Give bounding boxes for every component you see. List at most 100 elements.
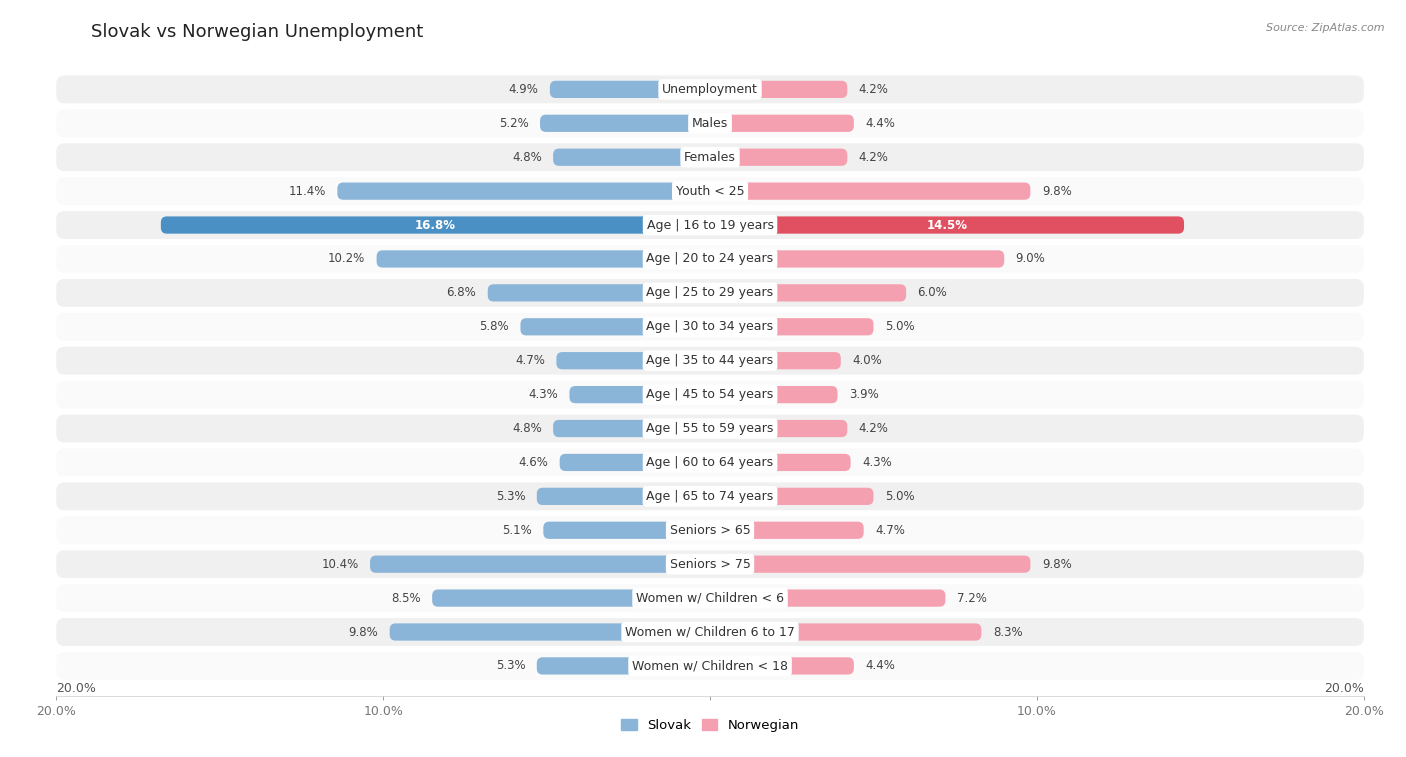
Text: 7.2%: 7.2% [957,591,987,605]
FancyBboxPatch shape [56,76,1364,103]
FancyBboxPatch shape [710,522,863,539]
FancyBboxPatch shape [160,217,710,234]
Text: 10.4%: 10.4% [322,558,359,571]
Text: 5.0%: 5.0% [884,320,914,333]
FancyBboxPatch shape [56,110,1364,137]
Text: 4.8%: 4.8% [512,422,541,435]
Text: 4.9%: 4.9% [509,83,538,96]
FancyBboxPatch shape [710,657,853,674]
FancyBboxPatch shape [56,618,1364,646]
FancyBboxPatch shape [540,114,710,132]
Text: Women w/ Children < 6: Women w/ Children < 6 [636,591,785,605]
FancyBboxPatch shape [389,623,710,640]
FancyBboxPatch shape [488,284,710,301]
Text: 9.8%: 9.8% [1042,185,1071,198]
FancyBboxPatch shape [710,420,848,437]
FancyBboxPatch shape [56,550,1364,578]
FancyBboxPatch shape [710,453,851,471]
Text: 6.8%: 6.8% [447,286,477,299]
Text: 8.3%: 8.3% [993,625,1022,638]
Text: 4.0%: 4.0% [852,354,882,367]
Text: Unemployment: Unemployment [662,83,758,96]
FancyBboxPatch shape [543,522,710,539]
Text: 3.9%: 3.9% [849,388,879,401]
FancyBboxPatch shape [56,449,1364,476]
Text: Females: Females [685,151,735,164]
FancyBboxPatch shape [537,488,710,505]
Text: 20.0%: 20.0% [56,682,96,695]
FancyBboxPatch shape [56,516,1364,544]
Text: Age | 30 to 34 years: Age | 30 to 34 years [647,320,773,333]
FancyBboxPatch shape [370,556,710,573]
Text: 4.3%: 4.3% [529,388,558,401]
Text: 16.8%: 16.8% [415,219,456,232]
Text: 4.2%: 4.2% [859,83,889,96]
Text: 5.0%: 5.0% [884,490,914,503]
Text: 9.8%: 9.8% [1042,558,1071,571]
FancyBboxPatch shape [710,556,1031,573]
Text: 5.1%: 5.1% [502,524,531,537]
FancyBboxPatch shape [56,381,1364,409]
FancyBboxPatch shape [710,318,873,335]
FancyBboxPatch shape [710,81,848,98]
Text: 4.4%: 4.4% [865,659,896,672]
Text: 5.3%: 5.3% [496,490,526,503]
Text: 4.6%: 4.6% [519,456,548,469]
Text: 4.7%: 4.7% [875,524,905,537]
Text: Age | 25 to 29 years: Age | 25 to 29 years [647,286,773,299]
Text: Seniors > 75: Seniors > 75 [669,558,751,571]
Text: Age | 65 to 74 years: Age | 65 to 74 years [647,490,773,503]
Text: Source: ZipAtlas.com: Source: ZipAtlas.com [1267,23,1385,33]
FancyBboxPatch shape [710,182,1031,200]
Text: 4.2%: 4.2% [859,151,889,164]
FancyBboxPatch shape [56,584,1364,612]
Text: 6.0%: 6.0% [918,286,948,299]
Text: 4.3%: 4.3% [862,456,891,469]
Text: 4.2%: 4.2% [859,422,889,435]
FancyBboxPatch shape [56,347,1364,375]
FancyBboxPatch shape [710,148,848,166]
Text: 4.8%: 4.8% [512,151,541,164]
FancyBboxPatch shape [56,211,1364,239]
Text: Age | 55 to 59 years: Age | 55 to 59 years [647,422,773,435]
FancyBboxPatch shape [337,182,710,200]
FancyBboxPatch shape [553,148,710,166]
FancyBboxPatch shape [550,81,710,98]
FancyBboxPatch shape [553,420,710,437]
Text: Age | 20 to 24 years: Age | 20 to 24 years [647,252,773,266]
FancyBboxPatch shape [537,657,710,674]
FancyBboxPatch shape [710,284,905,301]
FancyBboxPatch shape [56,415,1364,442]
Text: 4.4%: 4.4% [865,117,896,129]
FancyBboxPatch shape [569,386,710,403]
Legend: Slovak, Norwegian: Slovak, Norwegian [616,714,804,737]
Text: 11.4%: 11.4% [288,185,326,198]
FancyBboxPatch shape [710,386,838,403]
FancyBboxPatch shape [56,245,1364,273]
FancyBboxPatch shape [56,652,1364,680]
FancyBboxPatch shape [56,177,1364,205]
Text: Women w/ Children 6 to 17: Women w/ Children 6 to 17 [626,625,794,638]
Text: 5.8%: 5.8% [479,320,509,333]
Text: 5.2%: 5.2% [499,117,529,129]
Text: Age | 45 to 54 years: Age | 45 to 54 years [647,388,773,401]
Text: 20.0%: 20.0% [1324,682,1364,695]
Text: 8.5%: 8.5% [391,591,420,605]
Text: 5.3%: 5.3% [496,659,526,672]
FancyBboxPatch shape [432,590,710,606]
FancyBboxPatch shape [710,217,1184,234]
FancyBboxPatch shape [557,352,710,369]
FancyBboxPatch shape [710,114,853,132]
FancyBboxPatch shape [520,318,710,335]
Text: Males: Males [692,117,728,129]
Text: 9.0%: 9.0% [1015,252,1046,266]
Text: Slovak vs Norwegian Unemployment: Slovak vs Norwegian Unemployment [91,23,423,41]
Text: Age | 35 to 44 years: Age | 35 to 44 years [647,354,773,367]
Text: Age | 60 to 64 years: Age | 60 to 64 years [647,456,773,469]
FancyBboxPatch shape [710,623,981,640]
FancyBboxPatch shape [56,313,1364,341]
Text: Age | 16 to 19 years: Age | 16 to 19 years [647,219,773,232]
FancyBboxPatch shape [710,352,841,369]
FancyBboxPatch shape [377,251,710,267]
FancyBboxPatch shape [56,482,1364,510]
